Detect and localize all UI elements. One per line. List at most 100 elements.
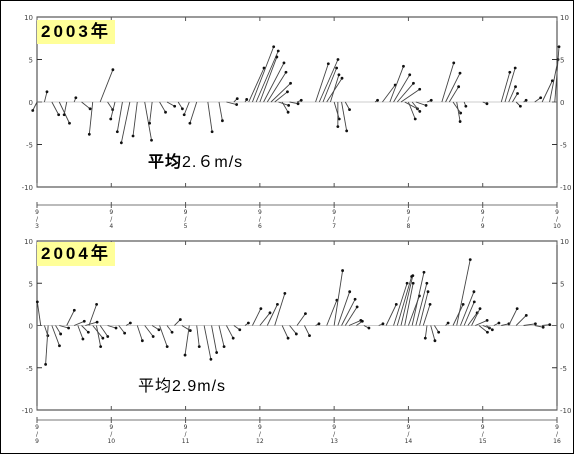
- panel-2004-vector-tip: [72, 308, 76, 312]
- panel-2004-vector-tip: [472, 290, 476, 294]
- panel-2003-vector-stick: [549, 59, 559, 103]
- panel-2004-ytick-label-right: 10: [560, 238, 569, 246]
- panel-2004-vector-tip: [86, 330, 90, 334]
- panel-2003-vector-tip: [464, 104, 468, 108]
- panel-2004-vector-tip: [59, 332, 63, 336]
- panel-2003-vector-stick: [508, 86, 516, 103]
- panel-2003-vector-stick: [404, 101, 418, 110]
- panel-2004-xtick-label-day: 12: [256, 438, 264, 445]
- panel-2003-xtick-label-month: 9: [35, 209, 39, 216]
- panel-2004-xtick-label-month: 9: [184, 424, 188, 431]
- panel-2004-xtick-label-slash: /: [259, 431, 262, 438]
- panel-2004-xtick-label-month: 9: [109, 424, 113, 431]
- panel-2004-vector-stick: [159, 325, 168, 347]
- panel-2003-vector-stick: [248, 67, 265, 103]
- panel-2003-vector-tip: [524, 98, 528, 102]
- panel-2004-vector-tip: [428, 302, 432, 306]
- panel-2003-vector-stick: [415, 101, 427, 106]
- panel-2003-vector-tip: [513, 66, 517, 70]
- panel-2004-vector-tip: [360, 319, 364, 323]
- panel-2004-vector-tip: [67, 326, 70, 330]
- panel-2003-xtick-label-slash: /: [556, 216, 559, 223]
- panel-2003-vector-tip: [485, 102, 489, 106]
- panel-2003-vector-tip: [335, 66, 338, 70]
- panel-2003-ytick-label-left: -5: [26, 142, 33, 150]
- panel-2004-vector-tip: [178, 318, 182, 321]
- panel-2004-vector-tip: [461, 302, 465, 306]
- panel-2003-vector-stick: [120, 101, 131, 143]
- panel-2003-vector-tip: [131, 134, 135, 138]
- panel-2004-xtick-label-day: 11: [182, 438, 190, 445]
- panel-2003-vector-stick: [183, 101, 190, 115]
- panel-2004-vector-stick: [304, 325, 310, 336]
- panel-2003-xtick-label-month: 9: [184, 209, 188, 216]
- panel-2003-vector-tip: [508, 70, 512, 74]
- panel-2004-vector-stick: [478, 325, 488, 333]
- panel-2003-vector-tip: [262, 66, 266, 70]
- panel-2003-vector-tip: [557, 45, 561, 49]
- panel-2004-vector-tip: [437, 330, 441, 334]
- panel-2003-vector-tip: [272, 45, 276, 49]
- panel-2003-vector-tip: [182, 113, 186, 117]
- panel-2003-vector-tip: [221, 119, 224, 123]
- panel-2003-vector-tip: [62, 113, 66, 117]
- panel-2004-vector-tip: [114, 326, 118, 330]
- panel-2003-vector-tip: [345, 129, 349, 133]
- panel-2004-vector-stick: [419, 291, 429, 326]
- panel-2003-vector-tip: [286, 110, 290, 114]
- panel-2003-vector-stick: [400, 88, 420, 103]
- panel-2003-xtick-label-month: 9: [332, 209, 336, 216]
- panel-2003-vector-tip: [87, 132, 91, 136]
- panel-2004-vector-stick: [184, 325, 190, 356]
- panel-2004-vector-stick: [422, 304, 431, 326]
- panel-2003-vector-tip: [115, 130, 119, 134]
- panel-2004-vector-tip: [341, 269, 344, 272]
- panel-2004-vector-tip: [497, 321, 501, 325]
- panel-2003-vector-tip: [348, 108, 351, 112]
- panel-2004-vector-tip: [524, 313, 528, 317]
- panel-2004-xtick-label-month: 9: [35, 424, 39, 431]
- panel-2003-vector-stick: [32, 101, 38, 111]
- panel-2004-vector-stick: [73, 320, 85, 326]
- panel-2004-vector-tip: [215, 351, 219, 354]
- panel-2004-vector-stick: [218, 325, 225, 347]
- panel-2004-vector-stick: [59, 325, 69, 329]
- panel-2003-vector-stick: [393, 74, 411, 103]
- panel-2003-vector-stick: [263, 62, 285, 103]
- panel-2003-ytick-label-left: -10: [22, 184, 33, 192]
- panel-2004-vector-tip: [446, 321, 450, 325]
- panel-2003-vector-tip: [429, 98, 433, 102]
- panel-2004-xtick-label-slash: /: [407, 431, 410, 438]
- panel-2004-vector-stick: [385, 304, 397, 326]
- panel-2003-vector-tip: [336, 58, 340, 61]
- panel-2003-vector-stick: [110, 101, 116, 120]
- panel-2003-vector-tip: [45, 90, 49, 94]
- panel-2003-xtick-label-slash: /: [407, 216, 410, 223]
- panel-2003-vector-stick: [456, 101, 461, 122]
- panel-2003-vector-stick: [189, 101, 198, 124]
- panel-2004-vector-stick: [99, 325, 109, 337]
- panel-2004-vector-stick: [259, 312, 271, 326]
- panel-2004-vector-tip: [425, 281, 429, 285]
- panel-2004-mean-value: 2.9m/s: [172, 378, 227, 395]
- panel-2004-vector-stick: [95, 325, 102, 347]
- panel-2003-vector-stick: [329, 74, 340, 103]
- panel-2003-vector-tip: [282, 61, 286, 65]
- panel-2004-xtick-label-slash: /: [36, 431, 39, 438]
- panel-2004-xtick-label-month: 9: [555, 424, 559, 431]
- panel-2003-vector-stick: [322, 67, 338, 103]
- panel-2004-vector-tip: [515, 307, 519, 310]
- panel-2004-xtick-label-day: 9: [35, 438, 39, 445]
- panel-2003-xtick-label-day: 7: [332, 223, 336, 230]
- panel-2004-vector-stick: [289, 325, 297, 335]
- panel-2004-vector-stick: [463, 301, 475, 326]
- panel-2004-vector-tip: [486, 330, 489, 334]
- panel-2003-vector-tip: [336, 125, 340, 129]
- panel-2004-vector-stick: [404, 283, 414, 326]
- panel-2003-vector-stick: [132, 101, 138, 137]
- panel-2004-ytick-label-right: 0: [560, 323, 564, 331]
- panel-2004-xtick-label-slash: /: [110, 431, 113, 438]
- panel-2003-vector-tip: [286, 90, 289, 94]
- panel-2004-vector-tip: [534, 322, 537, 326]
